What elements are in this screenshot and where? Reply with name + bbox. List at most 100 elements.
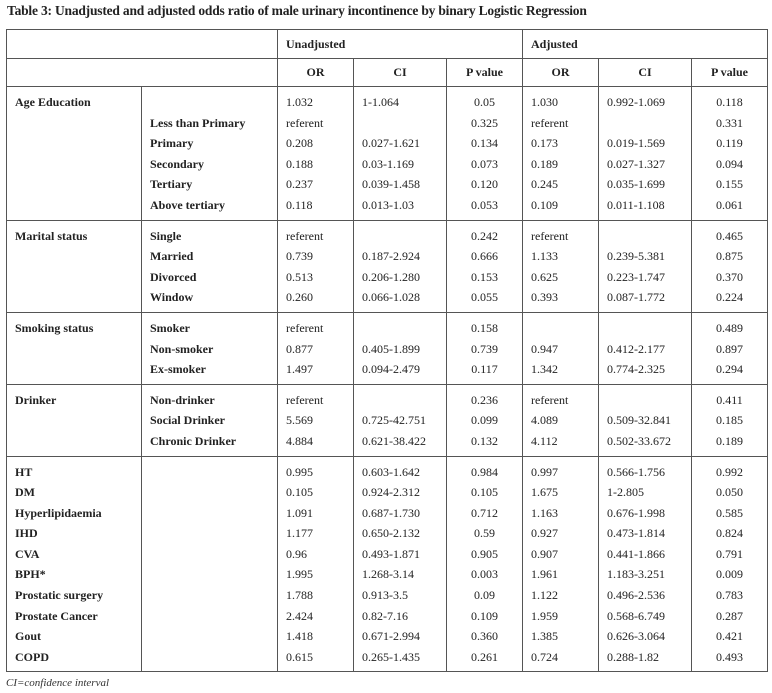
adjusted-or: 0.907 <box>531 546 559 561</box>
header-empty <box>6 58 278 87</box>
or-cell: referent 0.739 0.513 0.260 <box>277 219 354 313</box>
ci: 0.493-1.871 <box>362 546 420 561</box>
ci-cell: 0.187-2.924 0.206-1.280 0.066-1.028 <box>353 219 447 313</box>
adjusted-p-value: 0.489 <box>716 320 744 335</box>
group-label: Smoking status <box>15 320 94 335</box>
ci <box>362 226 446 247</box>
adjusted-p-value: 0.421 <box>716 629 744 644</box>
ci-cell: 1-1.064 0.027-1.621 0.03-1.169 0.039-1.458 0… <box>353 86 447 221</box>
adjusted-or: 0.947 <box>531 341 559 356</box>
subgroup: Above tertiary <box>150 197 225 212</box>
or: 1.995 <box>286 567 313 582</box>
adjusted-p-value-cell: 0.465 0.875 0.370 0.224 <box>691 219 769 313</box>
p-value: 0.109 <box>471 608 498 623</box>
or: 0.96 <box>286 546 307 561</box>
subgroup: Non-smoker <box>150 341 214 356</box>
adjusted-p-value: 0.824 <box>716 526 744 541</box>
adjusted-ci: 0.019-1.569 <box>607 136 666 151</box>
adjusted-ci: 0.502-33.672 <box>607 433 672 448</box>
or: 1.497 <box>286 362 313 377</box>
row-label: Hyperlipidaemia <box>15 505 102 520</box>
group-label-cell: Smoking status <box>6 311 142 385</box>
header-ci: CI <box>353 58 447 87</box>
p-value: 0.905 <box>471 546 498 561</box>
adjusted-ci: 0.676-1.998 <box>607 505 666 520</box>
adjusted-or: 0.173 <box>531 136 559 151</box>
footnote: CI=confidence interval <box>6 677 110 689</box>
adjusted-ci: 0.441-1.866 <box>607 546 666 561</box>
header-row-columns: OR CI P value OR CI P value <box>6 58 769 87</box>
adjusted-ci-cell: 0.412-2.177 0.774-2.325 <box>598 311 693 385</box>
subgroup: Smoker <box>150 320 190 335</box>
adjusted-ci <box>607 226 691 247</box>
subgroup: Window <box>150 290 194 305</box>
group-label: Marital status <box>15 228 88 243</box>
adjusted-ci: 0.566-1.756 <box>607 464 666 479</box>
group-label-cell: Marital status <box>6 219 142 313</box>
adjusted-p-value: 0.411 <box>716 392 743 407</box>
adjusted-ci: 0.288-1.82 <box>607 649 660 664</box>
adjusted-or: 1.030 <box>531 95 559 109</box>
adjusted-or: 1.959 <box>531 608 559 623</box>
adjusted-or: 1.342 <box>531 362 559 377</box>
or: 1.032 <box>286 95 313 109</box>
or: referent <box>286 320 324 335</box>
adjusted-or: 0.997 <box>531 464 559 479</box>
p-value: 0.105 <box>471 485 498 500</box>
subgroup-cell: Less than Primary Primary Secondary Tertiar… <box>141 86 278 221</box>
p-value: 0.261 <box>471 649 498 664</box>
subgroup: Tertiary <box>150 177 193 192</box>
p-value: 0.003 <box>471 567 498 582</box>
p-value: 0.360 <box>471 629 498 644</box>
adjusted-or: 1.961 <box>531 567 559 582</box>
ci: 0.913-3.5 <box>362 588 408 603</box>
subgroup: Social Drinker <box>150 413 225 428</box>
or: 0.615 <box>286 649 313 664</box>
adjusted-or-cell: 0.947 1.342 <box>522 311 600 385</box>
adjusted-or: 0.245 <box>531 177 559 192</box>
p-value-cell: 0.242 0.666 0.153 0.055 <box>445 219 524 313</box>
subgroup-cell: Single Married Divorced Window <box>141 219 278 313</box>
or: 1.788 <box>286 588 313 603</box>
adjusted-ci: 0.035-1.699 <box>607 177 666 192</box>
group-label-cell: HT DM Hyperlipidaemia IHD CVA BPH* Prostatic s… <box>6 455 142 673</box>
ci: 0.725-42.751 <box>362 413 426 428</box>
ci: 0.650-2.132 <box>362 526 420 541</box>
adjusted-ci: 0.774-2.325 <box>607 362 666 377</box>
or: 4.884 <box>286 433 313 448</box>
or-cell: 1.032 referent 0.208 0.188 0.237 0.118 <box>277 86 354 221</box>
adjusted-p-value: 0.294 <box>716 362 744 377</box>
adjusted-p-value: 0.189 <box>716 433 744 448</box>
p-value: 0.09 <box>474 588 495 603</box>
adjusted-ci: 0.626-3.064 <box>607 629 666 644</box>
or: 0.237 <box>286 177 313 192</box>
or: 0.208 <box>286 136 313 151</box>
p-value: 0.132 <box>471 433 498 448</box>
header-adjusted-ci: CI <box>598 58 693 87</box>
adjusted-ci: 1.183-3.251 <box>607 567 666 582</box>
p-value: 0.055 <box>471 290 498 305</box>
adjusted-p-value-cell: 0.411 0.185 0.189 <box>691 383 769 457</box>
table-group: Smoking status Smoker Non-smoker Ex-smoker r… <box>6 311 769 385</box>
ci: 0.013-1.03 <box>362 197 414 212</box>
adjusted-or: 0.109 <box>531 197 559 212</box>
adjusted-p-value: 0.465 <box>716 228 744 243</box>
adjusted-ci: 1-2.805 <box>607 485 645 500</box>
adjusted-p-value: 0.185 <box>716 413 744 428</box>
adjusted-p-value: 0.897 <box>716 341 744 356</box>
subgroup: Non-drinker <box>150 392 215 407</box>
adjusted-ci-cell: 0.239-5.381 0.223-1.747 0.087-1.772 <box>598 219 693 313</box>
p-value: 0.120 <box>471 177 498 192</box>
subgroup: Primary <box>150 136 194 151</box>
ci: 0.82-7.16 <box>362 608 408 623</box>
ci <box>362 390 446 411</box>
p-value-cell: 0.05 0.325 0.134 0.073 0.120 0.053 <box>445 86 524 221</box>
subgroup: Chronic Drinker <box>150 433 237 448</box>
ci: 0.265-1.435 <box>362 649 420 664</box>
p-value: 0.073 <box>471 156 498 171</box>
header-or: OR <box>277 58 354 87</box>
table-title: Table 3: Unadjusted and adjusted odds ra… <box>7 3 587 18</box>
header-p-value: P value <box>445 58 524 87</box>
header-empty <box>6 29 278 59</box>
adjusted-p-value: 0.119 <box>716 136 743 151</box>
